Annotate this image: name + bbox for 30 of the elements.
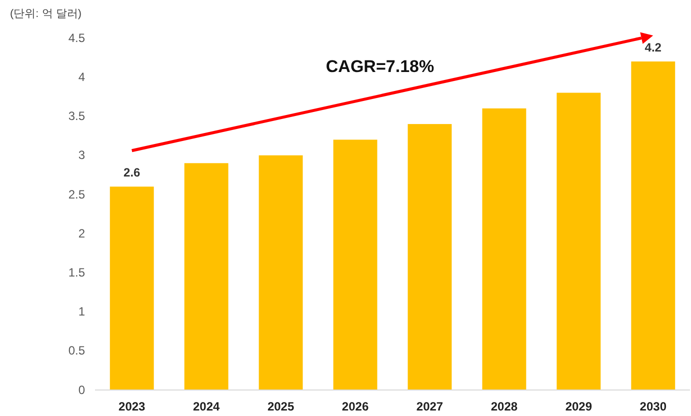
x-tick-label: 2026 bbox=[342, 400, 369, 414]
bar bbox=[184, 163, 228, 390]
x-tick-label: 2028 bbox=[490, 400, 518, 414]
annotation: CAGR=7.18% bbox=[326, 57, 434, 76]
bar bbox=[110, 186, 154, 390]
x-tick-label: 2024 bbox=[192, 400, 220, 414]
data-label: 2.6 bbox=[124, 166, 141, 180]
bar bbox=[408, 124, 452, 390]
y-tick-label: 0 bbox=[78, 382, 86, 397]
y-tick-label: 2.5 bbox=[68, 187, 86, 202]
x-tick-label: 2023 bbox=[118, 400, 146, 414]
y-tick-label: 1 bbox=[78, 304, 86, 319]
x-tick-label: 2030 bbox=[640, 400, 667, 414]
y-tick-label: 3.5 bbox=[68, 109, 86, 124]
y-tick-label: 0.5 bbox=[68, 344, 86, 358]
y-tick-label: 4.5 bbox=[68, 30, 86, 45]
data-label: 4.2 bbox=[644, 40, 662, 54]
bar bbox=[333, 140, 378, 390]
y-tick-label: 1.5 bbox=[68, 266, 86, 280]
x-tick-label: 2029 bbox=[565, 400, 592, 414]
bar bbox=[556, 92, 601, 390]
bar bbox=[482, 108, 526, 390]
y-tick-label: 3 bbox=[78, 148, 86, 162]
y-tick-label: 4 bbox=[78, 70, 86, 84]
bar bbox=[258, 155, 303, 390]
x-tick-label: 2027 bbox=[416, 400, 444, 414]
x-tick-label: 2025 bbox=[267, 400, 294, 414]
y-axis-title: (단위: 억 달러) bbox=[10, 8, 82, 20]
y-tick-label: 2 bbox=[78, 226, 86, 240]
bar bbox=[631, 61, 676, 390]
